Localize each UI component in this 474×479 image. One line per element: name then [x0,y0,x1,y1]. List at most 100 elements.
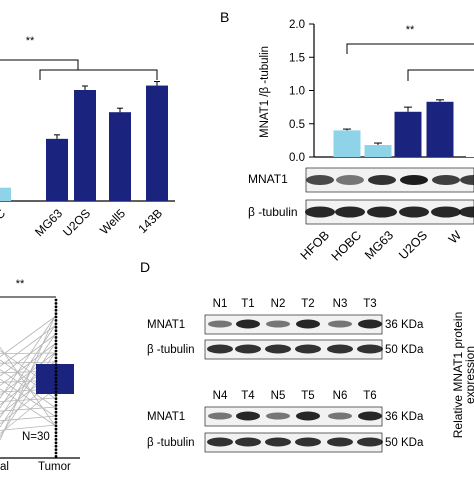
panel-c-tumor-point [54,322,58,326]
panel-c-tumor-point [54,339,58,343]
panel-b-x-label-hobc: HOBC [329,228,364,263]
panel-c-tumor-point [54,417,58,421]
blot2-band-mnat1 [358,411,382,421]
panel-b-bracket-main [346,43,474,54]
panel-c-tumor-point [54,427,58,431]
blot1-band-tubulin [265,344,291,354]
panel-c-pair-line [0,315,57,358]
blot2-lane-t6: T6 [363,390,376,402]
panel-c-tumor-points [54,298,58,458]
panel-b-y-tick-label: 0.0 [289,152,305,164]
blot1-band-mnat1 [208,320,232,328]
panel-c-tumor-point [54,410,58,414]
panel-c-pair-line [0,342,57,386]
panel-b-band-mnat1 [432,175,460,185]
panel-c-tumor-point [54,346,58,349]
blot1-size-mnat1: 36 KDa [385,319,424,331]
panel-c-pair-line [0,387,57,434]
blot1-lane-t1: T1 [241,298,254,310]
panel-a-significance: ** [26,35,35,47]
blot1-band-tubulin [327,344,353,354]
panel-c-pair-line [0,378,57,418]
panel-a-x-label-u2os: U2OS [60,206,93,239]
blot2-band-tubulin [327,437,353,447]
panel-c-tumor-point [54,404,58,407]
panel-c-pair-line [0,351,57,396]
panel-c-x-label-tumor: Tumor [38,461,71,473]
panel-b-band-tubulin [399,206,429,218]
panel-c-tumor-point [54,444,58,448]
blot1-band-tubulin [295,344,321,354]
blot1-lane-n2: N2 [271,298,286,310]
panel-c-tumor-point [54,342,58,346]
blot1-size-tubulin: 50 KDa [385,344,424,356]
panel-a-bar-mg63 [46,138,68,201]
panel-c-significance: ** [16,278,25,290]
blot1-band-mnat1 [266,320,290,328]
panel-b-chart: B 0.0 0.5 1.0 1.5 2.0 MNAT1 /β -tubulin ** M… [220,9,474,264]
panel-c-tumor-point [54,455,58,458]
panel-c-tumor-point [54,441,58,445]
panel-c-tumor-point [54,363,58,366]
panel-b-significance: ** [406,24,415,36]
panel-c-pair-line [0,332,57,418]
panel-b-x-label-mg63: MG63 [362,228,396,262]
panel-c-pair-line [0,415,57,422]
panel-c-chart: ** N=30 al Tumor [0,278,80,473]
panel-a-x-label-c: C [0,206,8,222]
blot2-band-mnat1 [236,411,260,421]
panel-b-band-mnat1 [306,175,334,185]
panel-c-pair-line [0,406,57,412]
panel-c-pair-line [0,324,57,367]
panel-c-tumor-point [54,393,58,397]
blot2-band-tubulin [357,437,383,447]
panel-a-x-label-well5: Well5 [97,206,128,237]
panel-b-y-tick-label: 1.0 [289,86,305,98]
panel-b-bar-hobc [364,145,392,157]
panel-a-bar-well5 [109,112,131,201]
panel-c-tumor-point [54,397,58,400]
panel-b-x-label-hfob: HFOB [298,228,332,262]
panel-b-y-tick-label: 2.0 [289,19,305,31]
panel-b-band-tubulin [367,206,397,218]
panel-c-pair-line [0,352,57,354]
panel-b-band-mnat1 [460,175,474,185]
blot1-band-tubulin [207,344,233,354]
panel-b-band-tubulin [431,206,461,218]
blot2-row-label-tubulin: β -tubulin [147,437,195,449]
panel-a-bar-143b [146,85,168,201]
panel-c-tumor-point [54,370,58,373]
panel-c-x-label-normal: al [0,461,9,473]
panel-c-tumor-point [54,319,58,322]
panel-b-letter: B [220,9,229,25]
blot2-lane-n5: N5 [271,390,286,402]
panel-c-pair-line [0,314,57,399]
blot1-row-label-tubulin: β -tubulin [147,344,195,356]
panel-c-pair-line [0,424,57,431]
panel-c-tumor-point [54,424,58,428]
panel-c-tumor-point [54,451,58,455]
blot2-size-tubulin: 50 KDa [385,437,424,449]
panel-c-tumor-point [54,308,58,312]
panel-b-band-tubulin [335,206,365,218]
panel-c-tumor-point [54,329,58,332]
blot2-band-mnat1 [328,412,352,420]
panel-b-blot-label-mnat1: MNAT1 [248,172,288,186]
panel-b-y-tick-label: 0.5 [289,119,305,131]
panel-a-x-label-143b: 143B [135,206,165,236]
blot1-band-tubulin [357,344,383,354]
panel-c-tumor-point [54,312,58,315]
panel-c-tumor-point [54,407,58,411]
panel-b-band-mnat1 [400,175,428,185]
panel-c-tumor-point [54,373,58,377]
panel-c-tumor-point [54,349,58,353]
panel-c-tumor-point [54,298,58,302]
blot1-row-label-mnat1: MNAT1 [147,319,185,331]
panel-c-tumor-point [54,315,58,319]
panel-d-blots: D N1 T1 N2 T2 N3 T3 MNAT1 β -tubulin 36 KDa 5… [140,259,474,453]
panel-b-band-mnat1 [368,175,396,185]
blot1-lane-n1: N1 [213,298,228,310]
panel-b-band-tubulin [459,206,474,218]
